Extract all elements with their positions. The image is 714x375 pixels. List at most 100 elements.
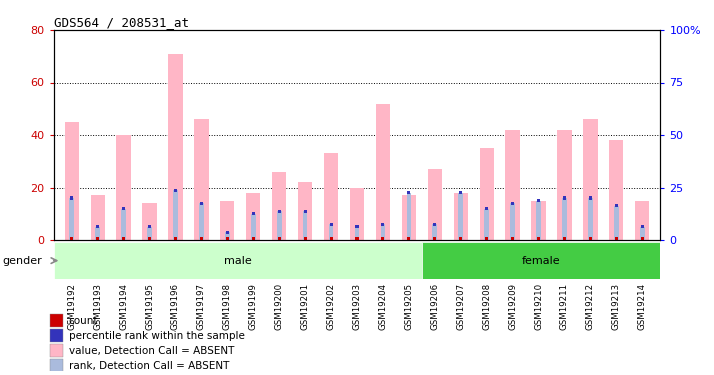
Text: GSM19193: GSM19193 xyxy=(93,283,102,330)
Bar xyxy=(147,227,152,240)
Bar xyxy=(226,231,229,234)
Bar xyxy=(328,224,333,240)
Bar xyxy=(563,196,566,200)
Text: GDS564 / 208531_at: GDS564 / 208531_at xyxy=(54,16,188,29)
Bar xyxy=(303,210,307,213)
Bar xyxy=(148,225,151,228)
Bar xyxy=(50,314,63,327)
Bar xyxy=(69,198,74,240)
Text: GSM19195: GSM19195 xyxy=(145,283,154,330)
Bar xyxy=(246,193,261,240)
Text: GSM19197: GSM19197 xyxy=(197,283,206,330)
Bar xyxy=(91,195,105,240)
Bar xyxy=(96,237,99,240)
Bar xyxy=(50,344,63,357)
Bar xyxy=(537,199,540,202)
Bar xyxy=(407,237,411,240)
Text: GSM19210: GSM19210 xyxy=(534,283,543,330)
Bar xyxy=(278,237,281,240)
Bar xyxy=(220,201,234,240)
Bar xyxy=(142,203,156,240)
Text: gender: gender xyxy=(2,256,42,266)
Bar xyxy=(381,223,385,226)
Text: GSM19211: GSM19211 xyxy=(560,283,569,330)
Bar xyxy=(50,359,63,372)
Bar xyxy=(173,190,178,240)
Bar xyxy=(433,223,436,226)
Bar xyxy=(329,223,333,226)
Bar xyxy=(303,211,308,240)
Bar xyxy=(350,188,364,240)
Bar xyxy=(70,237,74,240)
Bar xyxy=(511,237,514,240)
Bar xyxy=(537,237,540,240)
Bar xyxy=(536,201,541,240)
Bar xyxy=(356,225,358,228)
Bar xyxy=(485,207,488,210)
Bar xyxy=(116,135,131,240)
Text: GSM19203: GSM19203 xyxy=(353,283,361,330)
Bar xyxy=(277,211,281,240)
Text: GSM19192: GSM19192 xyxy=(67,283,76,330)
Text: GSM19199: GSM19199 xyxy=(248,283,258,330)
Bar xyxy=(583,119,598,240)
Text: GSM19204: GSM19204 xyxy=(378,283,388,330)
Text: GSM19202: GSM19202 xyxy=(326,283,336,330)
Bar xyxy=(640,225,644,228)
Bar xyxy=(506,130,520,240)
Text: GSM19205: GSM19205 xyxy=(404,283,413,330)
Bar xyxy=(459,237,462,240)
Text: GSM19200: GSM19200 xyxy=(275,283,283,330)
Bar xyxy=(614,206,619,240)
Bar xyxy=(588,198,593,240)
Bar xyxy=(433,224,437,240)
Bar xyxy=(64,122,79,240)
Bar xyxy=(278,210,281,213)
Text: GSM19209: GSM19209 xyxy=(508,283,517,330)
Bar xyxy=(453,193,468,240)
Bar xyxy=(562,198,567,240)
Bar xyxy=(589,196,592,200)
Bar xyxy=(200,202,203,205)
Bar xyxy=(433,237,436,240)
Bar xyxy=(251,214,256,240)
Bar xyxy=(589,237,592,240)
Text: GSM19212: GSM19212 xyxy=(586,283,595,330)
Bar xyxy=(95,227,100,240)
Bar xyxy=(615,237,618,240)
Bar xyxy=(121,209,126,240)
Text: GSM19206: GSM19206 xyxy=(431,283,439,330)
Text: GSM19213: GSM19213 xyxy=(612,283,621,330)
Bar xyxy=(480,148,494,240)
Bar xyxy=(54,242,422,279)
Text: GSM19214: GSM19214 xyxy=(638,283,647,330)
Text: GSM19201: GSM19201 xyxy=(301,283,310,330)
Bar xyxy=(615,204,618,207)
Bar xyxy=(272,172,286,240)
Bar xyxy=(324,153,338,240)
Bar xyxy=(458,193,463,240)
Bar xyxy=(635,201,650,240)
Bar xyxy=(407,191,411,194)
Bar xyxy=(511,203,515,240)
Bar xyxy=(174,189,177,192)
Text: count: count xyxy=(69,316,98,326)
Text: GSM19198: GSM19198 xyxy=(223,283,232,330)
Bar xyxy=(376,104,390,240)
Text: GSM19194: GSM19194 xyxy=(119,283,128,330)
Text: female: female xyxy=(522,256,560,266)
Text: male: male xyxy=(223,256,251,266)
Bar xyxy=(422,242,660,279)
Bar xyxy=(298,182,312,240)
Bar xyxy=(356,237,358,240)
Bar xyxy=(406,193,411,240)
Bar xyxy=(199,203,203,240)
Bar xyxy=(174,237,177,240)
Bar xyxy=(70,196,74,200)
Bar xyxy=(252,212,255,215)
Bar xyxy=(640,227,645,240)
Text: GSM19208: GSM19208 xyxy=(482,283,491,330)
Bar xyxy=(428,169,442,240)
Bar xyxy=(226,237,229,240)
Text: GSM19207: GSM19207 xyxy=(456,283,466,330)
